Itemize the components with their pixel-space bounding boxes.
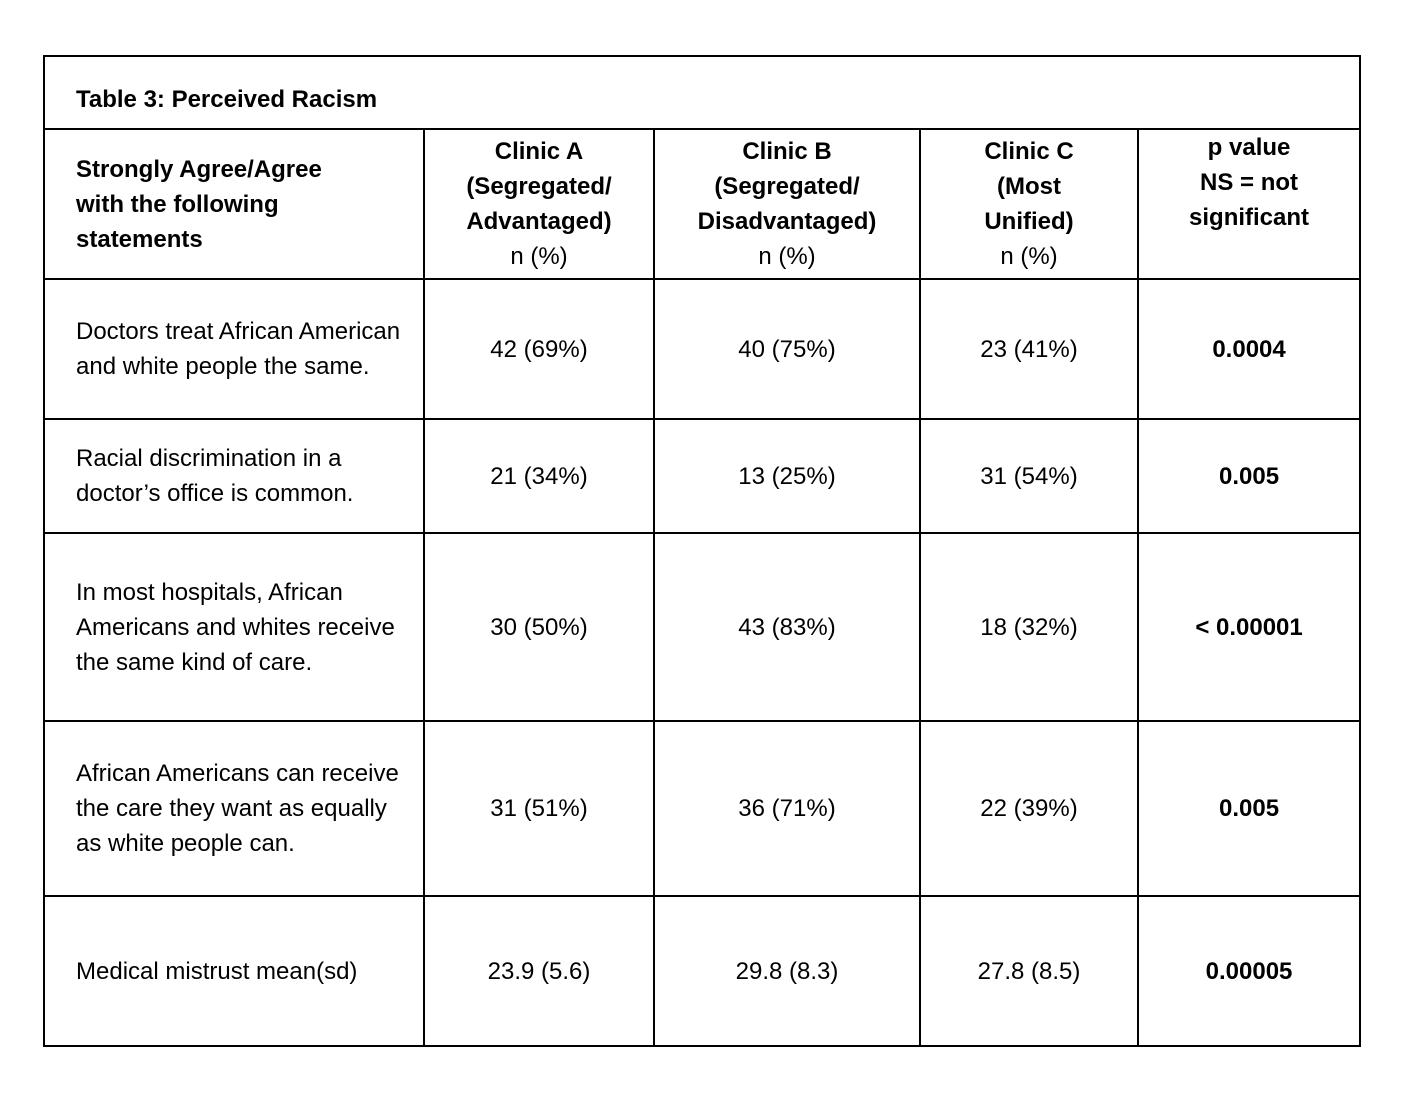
header-clinic-c-line4: n (%)	[1000, 243, 1058, 270]
row-p-value: 0.005	[1136, 418, 1362, 534]
header-clinic-c-line3: Unified)	[984, 208, 1074, 235]
header-clinic-b-line3: Disadvantaged)	[697, 208, 877, 235]
header-p-value: p value NS = not significant	[1136, 128, 1362, 280]
row-clinic-c-value: 23 (41%)	[919, 278, 1139, 420]
row-statement: In most hospitals, African Americans and…	[43, 532, 425, 722]
perceived-racism-table-container: Table 3: Perceived Racism Strongly Agree…	[42, 55, 1362, 1050]
header-p-value-line1: p value	[1207, 134, 1291, 161]
row-clinic-c-value: 18 (32%)	[919, 532, 1139, 722]
row-p-value: 0.00005	[1136, 895, 1362, 1047]
row-clinic-a-value: 23.9 (5.6)	[423, 895, 655, 1047]
row-clinic-a-value: 42 (69%)	[423, 278, 655, 420]
header-clinic-b-line4: n (%)	[758, 243, 816, 270]
table-row: Medical mistrust mean(sd) 23.9 (5.6) 29.…	[43, 895, 1362, 1047]
table-row: In most hospitals, African Americans and…	[43, 532, 1362, 722]
row-clinic-a-value: 31 (51%)	[423, 720, 655, 897]
header-clinic-c-line2: (Most	[997, 173, 1061, 200]
row-clinic-a-value: 30 (50%)	[423, 532, 655, 722]
header-clinic-c: Clinic C (Most Unified) n (%)	[919, 128, 1139, 280]
row-statement: Medical mistrust mean(sd)	[43, 895, 425, 1047]
row-clinic-c-value: 22 (39%)	[919, 720, 1139, 897]
header-p-value-line2: NS = not	[1200, 169, 1299, 196]
header-clinic-b: Clinic B (Segregated/ Disadvantaged) n (…	[653, 128, 921, 280]
header-clinic-a-line1: Clinic A	[494, 138, 584, 165]
row-statement: Doctors treat African American and white…	[43, 278, 425, 420]
row-clinic-c-value: 31 (54%)	[919, 418, 1139, 534]
row-clinic-b-value: 40 (75%)	[653, 278, 921, 420]
table-row: Doctors treat African American and white…	[43, 278, 1362, 420]
table-row: Racial discrimination in a doctor’s offi…	[43, 418, 1362, 534]
row-p-value: < 0.00001	[1136, 532, 1362, 722]
table-header-row: Strongly Agree/Agree with the following …	[43, 128, 1362, 280]
table-title: Table 3: Perceived Racism	[42, 55, 1362, 130]
header-clinic-a: Clinic A (Segregated/ Advantaged) n (%)	[423, 128, 655, 280]
table-title-row: Table 3: Perceived Racism	[42, 55, 1362, 130]
row-statement: Racial discrimination in a doctor’s offi…	[43, 418, 425, 534]
row-clinic-b-value: 13 (25%)	[653, 418, 921, 534]
row-statement: African Americans can receive the care t…	[43, 720, 425, 897]
row-clinic-b-value: 36 (71%)	[653, 720, 921, 897]
row-p-value: 0.0004	[1136, 278, 1362, 420]
header-clinic-b-line1: Clinic B	[742, 138, 832, 165]
header-clinic-c-line1: Clinic C	[984, 138, 1074, 165]
perceived-racism-table: Table 3: Perceived Racism Strongly Agree…	[42, 55, 1362, 1047]
row-p-value: 0.005	[1136, 720, 1362, 897]
row-clinic-c-value: 27.8 (8.5)	[919, 895, 1139, 1047]
row-clinic-b-value: 29.8 (8.3)	[653, 895, 921, 1047]
row-clinic-b-value: 43 (83%)	[653, 532, 921, 722]
header-statement: Strongly Agree/Agree with the following …	[43, 128, 425, 280]
header-statement-label: Strongly Agree/Agree with the following …	[76, 155, 322, 253]
header-p-value-line3: significant	[1189, 204, 1310, 231]
header-clinic-a-line2: (Segregated/	[466, 173, 612, 200]
table-row: African Americans can receive the care t…	[43, 720, 1362, 897]
row-clinic-a-value: 21 (34%)	[423, 418, 655, 534]
header-clinic-a-line3: Advantaged)	[466, 208, 612, 235]
header-clinic-b-line2: (Segregated/	[714, 173, 860, 200]
header-clinic-a-line4: n (%)	[510, 243, 568, 270]
